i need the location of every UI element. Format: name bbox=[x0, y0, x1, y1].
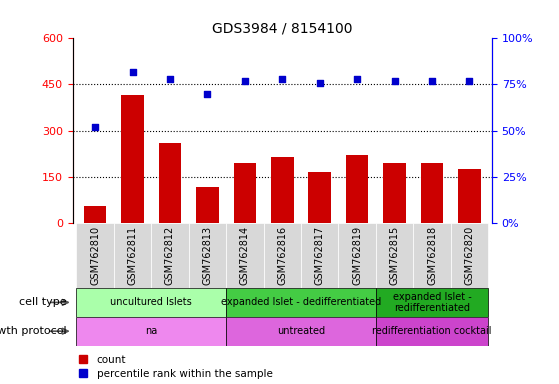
Point bbox=[203, 91, 212, 97]
Text: GSM762810: GSM762810 bbox=[90, 226, 100, 285]
Text: GSM762814: GSM762814 bbox=[240, 226, 250, 285]
Point bbox=[165, 76, 174, 82]
Point bbox=[428, 78, 437, 84]
Bar bbox=[383, 163, 406, 223]
Bar bbox=[346, 155, 368, 223]
Point bbox=[390, 78, 399, 84]
Text: GSM762817: GSM762817 bbox=[315, 226, 325, 285]
FancyBboxPatch shape bbox=[77, 223, 114, 288]
Text: GSM762819: GSM762819 bbox=[352, 226, 362, 285]
FancyBboxPatch shape bbox=[338, 223, 376, 288]
Bar bbox=[309, 172, 331, 223]
FancyBboxPatch shape bbox=[114, 223, 151, 288]
Text: GSM762815: GSM762815 bbox=[390, 226, 400, 285]
FancyBboxPatch shape bbox=[376, 288, 488, 317]
Bar bbox=[271, 157, 293, 223]
FancyBboxPatch shape bbox=[226, 317, 376, 346]
Text: expanded Islet -
redifferentiated: expanded Islet - redifferentiated bbox=[392, 291, 471, 313]
Title: GDS3984 / 8154100: GDS3984 / 8154100 bbox=[212, 22, 353, 36]
Point bbox=[91, 124, 100, 130]
FancyBboxPatch shape bbox=[226, 288, 376, 317]
FancyBboxPatch shape bbox=[151, 223, 189, 288]
Text: untreated: untreated bbox=[277, 326, 325, 336]
FancyBboxPatch shape bbox=[77, 317, 226, 346]
Point bbox=[278, 76, 287, 82]
Text: GSM762818: GSM762818 bbox=[427, 226, 437, 285]
Bar bbox=[121, 95, 144, 223]
Point bbox=[128, 68, 137, 74]
Legend: count, percentile rank within the sample: count, percentile rank within the sample bbox=[78, 355, 272, 379]
Text: GSM762816: GSM762816 bbox=[277, 226, 287, 285]
Text: growth protocol: growth protocol bbox=[0, 326, 67, 336]
Bar bbox=[84, 206, 106, 223]
FancyBboxPatch shape bbox=[376, 317, 488, 346]
Bar bbox=[458, 169, 481, 223]
FancyBboxPatch shape bbox=[413, 223, 451, 288]
FancyBboxPatch shape bbox=[226, 223, 264, 288]
Text: uncultured Islets: uncultured Islets bbox=[111, 297, 192, 308]
Text: na: na bbox=[145, 326, 158, 336]
Point bbox=[315, 79, 324, 86]
Text: redifferentiation cocktail: redifferentiation cocktail bbox=[372, 326, 492, 336]
FancyBboxPatch shape bbox=[264, 223, 301, 288]
Text: cell type: cell type bbox=[20, 297, 67, 308]
Text: GSM762813: GSM762813 bbox=[202, 226, 212, 285]
FancyBboxPatch shape bbox=[77, 288, 226, 317]
Point bbox=[353, 76, 362, 82]
FancyBboxPatch shape bbox=[189, 223, 226, 288]
Bar bbox=[159, 143, 181, 223]
FancyBboxPatch shape bbox=[451, 223, 488, 288]
FancyBboxPatch shape bbox=[301, 223, 338, 288]
Bar bbox=[196, 187, 219, 223]
Text: GSM762820: GSM762820 bbox=[465, 226, 475, 285]
Bar bbox=[234, 163, 256, 223]
Text: GSM762811: GSM762811 bbox=[127, 226, 138, 285]
Text: GSM762812: GSM762812 bbox=[165, 226, 175, 285]
Text: expanded Islet - dedifferentiated: expanded Islet - dedifferentiated bbox=[221, 297, 381, 308]
FancyBboxPatch shape bbox=[376, 223, 413, 288]
Bar bbox=[421, 163, 443, 223]
Point bbox=[465, 78, 474, 84]
Point bbox=[240, 78, 249, 84]
